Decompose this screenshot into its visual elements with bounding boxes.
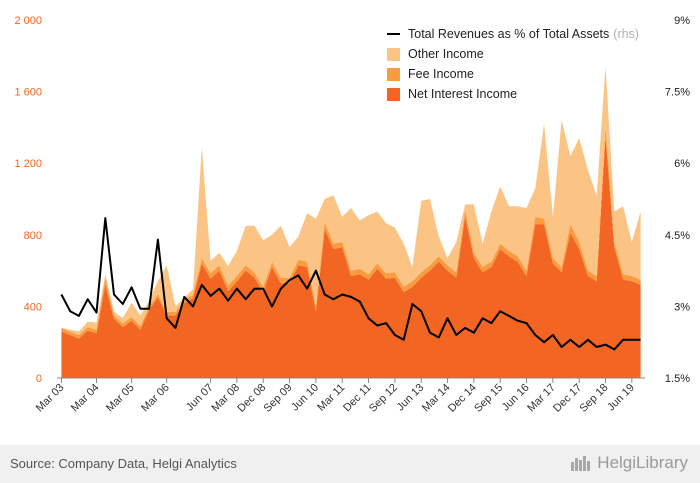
x-tick-label: Mar 06: [139, 382, 172, 415]
legend-item-fee-income: Fee Income: [387, 64, 639, 84]
legend-item-other-income: Other Income: [387, 44, 639, 64]
x-tick-label: Dec 14: [446, 382, 479, 415]
y-right-tick-label: 4.5%: [665, 230, 690, 242]
y-right-tick-label: 9%: [674, 15, 690, 27]
y-left-tick-label: 800: [24, 230, 42, 242]
y-right-tick-label: 3%: [674, 301, 690, 313]
x-tick-label: Sep 09: [262, 382, 295, 415]
y-left-tick-label: 1 600: [14, 87, 42, 99]
legend-swatch-other-income: [387, 48, 400, 61]
y-right-tick-label: 1.5%: [665, 373, 690, 385]
x-tick-label: Dec 17: [551, 382, 584, 415]
brand-name: HelgiLibrary: [597, 453, 688, 473]
legend-item-ratio: Total Revenues as % of Total Assets (rhs…: [387, 24, 639, 44]
y-left-tick-label: 2 000: [14, 15, 42, 27]
x-tick-label: Mar 03: [34, 382, 67, 415]
legend-swatch-net-interest-income: [387, 88, 400, 101]
y-left-tick-label: 400: [24, 301, 42, 313]
x-tick-label: Dec 08: [235, 382, 268, 415]
x-tick-label: Mar 11: [315, 382, 347, 414]
x-tick-label: Sep 15: [472, 382, 505, 415]
y-left-tick-label: 0: [36, 373, 42, 385]
library-logo-icon: [570, 454, 592, 472]
x-tick-label: Jun 19: [605, 382, 637, 414]
x-tick-label: Sep 12: [367, 382, 400, 415]
legend-item-net-interest-income: Net Interest Income: [387, 84, 639, 104]
legend-rhs-suffix: (rhs): [613, 27, 639, 41]
x-tick-label: Mar 04: [69, 382, 102, 415]
brand[interactable]: HelgiLibrary: [570, 453, 688, 473]
x-tick-label: Sep 18: [577, 382, 610, 415]
chart: 0 400 800 1 200 1 600 2 000 1.5% 3% 4.5% 6% 7.5% 9%…: [0, 0, 700, 445]
legend-line-swatch: [387, 33, 400, 35]
legend-label-other-income: Other Income: [408, 47, 484, 61]
source-note: Source: Company Data, Helgi Analytics: [10, 456, 237, 471]
y-left-tick-label: 1 200: [14, 158, 42, 170]
legend-swatch-fee-income: [387, 68, 400, 81]
footer: Source: Company Data, Helgi Analytics He…: [0, 445, 700, 483]
x-tick-label: Mar 05: [104, 382, 137, 415]
legend-label-net-interest-income: Net Interest Income: [408, 87, 517, 101]
legend-label-ratio: Total Revenues as % of Total Assets: [408, 27, 609, 41]
x-tick-label: Jun 10: [289, 382, 321, 414]
legend: Total Revenues as % of Total Assets (rhs…: [387, 24, 639, 104]
y-right-tick-label: 7.5%: [665, 87, 690, 99]
y-right-tick-label: 6%: [674, 158, 690, 170]
legend-label-fee-income: Fee Income: [408, 67, 474, 81]
